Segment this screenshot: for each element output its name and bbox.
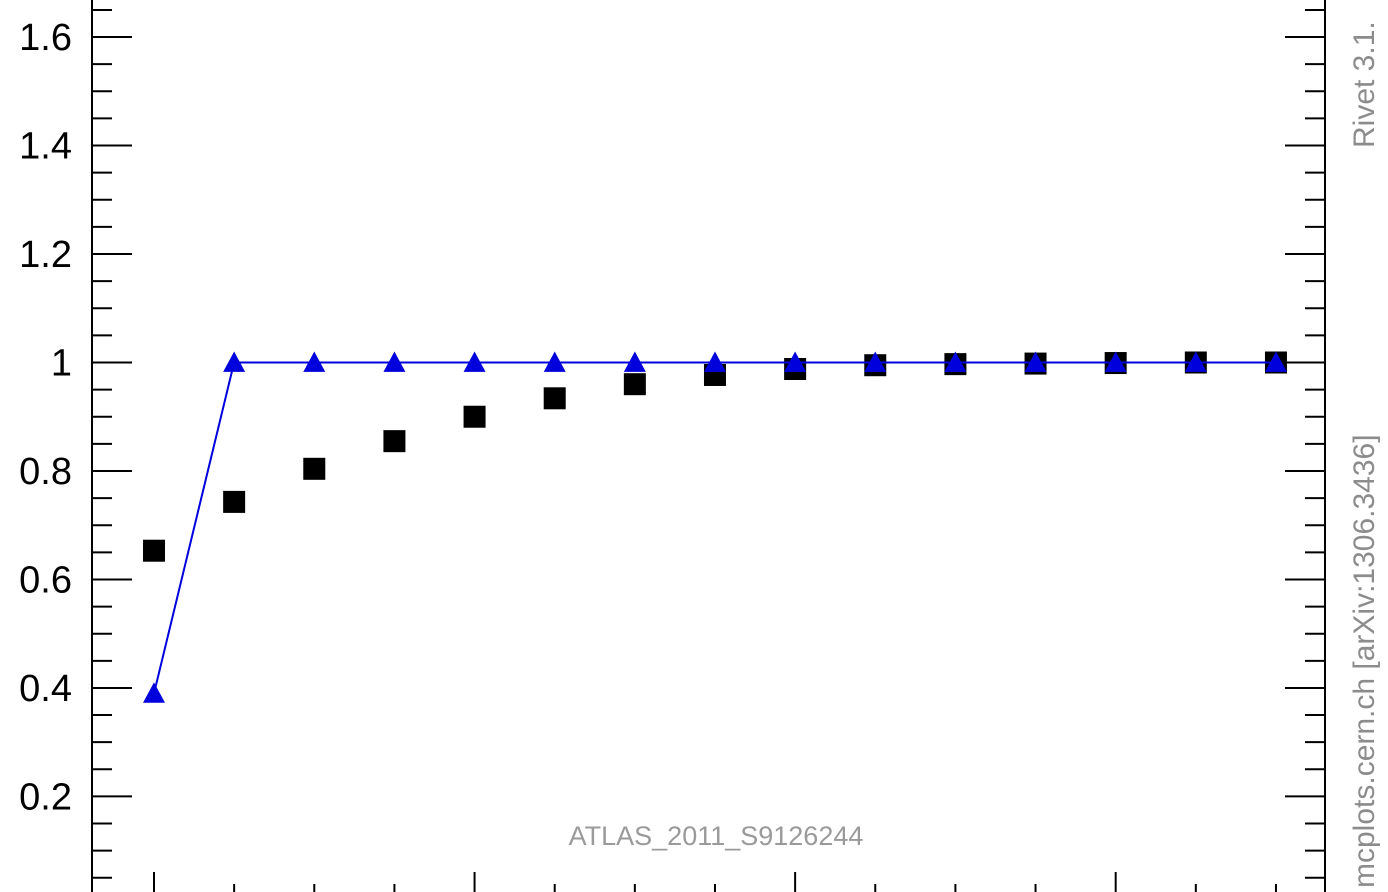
triangle-marker — [944, 351, 967, 372]
x-axis-ticks — [153, 872, 1277, 892]
y-tick-label: 0.6 — [19, 559, 72, 601]
mcplots-source-label: mcplots.cern.ch [arXiv:1306.3436] — [1348, 434, 1381, 888]
series-2 — [143, 351, 1287, 703]
triangle-marker — [143, 682, 165, 703]
square-marker — [223, 490, 246, 513]
y-tick-label: 1.6 — [19, 17, 72, 59]
series-line — [153, 361, 1276, 694]
triangle-marker — [463, 351, 486, 372]
y-tick-label: 0.4 — [19, 668, 72, 710]
y-axis-ticks: 1.6 1.4 1.2 1 0.8 0.6 0.4 0.2 — [19, 8, 1325, 879]
y-tick-label: 1.4 — [19, 126, 72, 168]
triangle-marker — [784, 351, 807, 372]
square-marker — [623, 373, 646, 396]
triangle-marker — [1184, 351, 1207, 372]
square-marker — [303, 457, 326, 480]
triangle-marker — [383, 351, 406, 372]
triangle-marker — [543, 351, 566, 372]
y-tick-label: 1 — [51, 343, 72, 385]
triangle-marker — [223, 351, 246, 372]
square-marker — [543, 387, 566, 410]
triangle-marker — [703, 351, 726, 372]
rivet-version-label: Rivet 3.1. — [1348, 21, 1381, 148]
triangle-marker — [1104, 351, 1127, 372]
y-tick-label: 0.2 — [19, 776, 72, 818]
triangle-marker — [623, 351, 646, 372]
triangle-marker — [864, 351, 887, 372]
square-marker — [383, 430, 406, 453]
analysis-watermark: ATLAS_2011_S9126244 — [569, 821, 864, 851]
triangle-marker — [1264, 351, 1287, 372]
y-tick-label: 0.8 — [19, 451, 72, 493]
data-series — [143, 351, 1287, 703]
triangle-marker — [303, 351, 326, 372]
square-marker — [463, 405, 486, 428]
y-tick-label: 1.2 — [19, 234, 72, 276]
triangle-marker — [1024, 351, 1047, 372]
series-1 — [143, 351, 1287, 562]
square-marker — [143, 539, 165, 562]
plot-frame — [91, 0, 1326, 892]
